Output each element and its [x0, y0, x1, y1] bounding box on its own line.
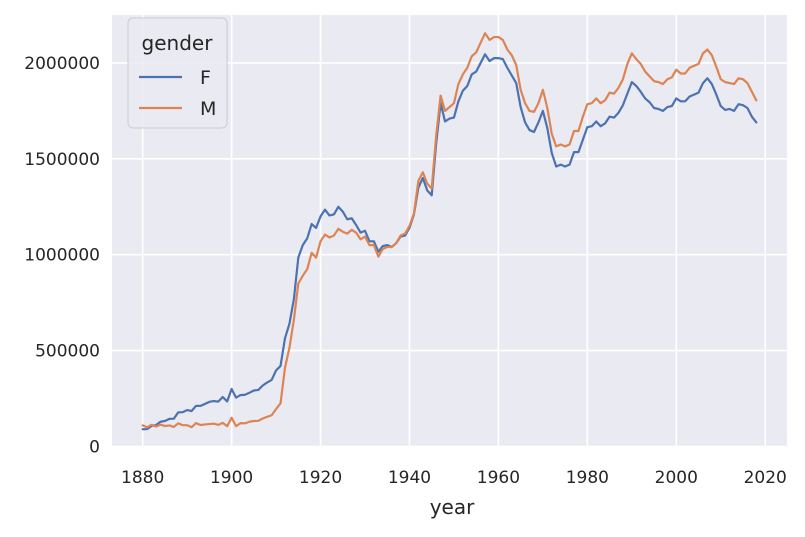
series-line-F — [141, 53, 758, 431]
x-tick-labels: 1880 1900 1920 1940 1960 1980 2000 2020 — [121, 468, 787, 488]
y-tick-label: 0 — [89, 438, 100, 458]
y-tick-labels: 0 500000 1000000 1500000 2000000 — [24, 54, 100, 458]
x-tick-label: 1960 — [477, 468, 520, 488]
x-tick-label: 1940 — [388, 468, 431, 488]
grid-lines — [112, 15, 787, 448]
legend-frame — [127, 17, 228, 129]
y-tick-label: 500000 — [35, 342, 100, 362]
y-tick-label: 2000000 — [24, 54, 100, 74]
x-axis-label: year — [430, 495, 475, 519]
x-tick-label: 1980 — [566, 468, 609, 488]
y-tick-label: 1000000 — [24, 246, 100, 266]
x-tick-label: 2020 — [744, 468, 787, 488]
legend: gender FM — [127, 17, 228, 129]
x-tick-label: 1880 — [121, 468, 164, 488]
series-lines — [141, 32, 758, 431]
x-tick-label: 2000 — [655, 468, 698, 488]
series-line-M — [141, 32, 758, 429]
y-tick-label: 1500000 — [24, 150, 100, 170]
legend-label-F: F — [200, 67, 211, 89]
legend-title: gender — [142, 31, 214, 55]
x-tick-label: 1920 — [299, 468, 342, 488]
x-tick-label: 1900 — [210, 468, 253, 488]
legend-label-M: M — [200, 98, 216, 120]
